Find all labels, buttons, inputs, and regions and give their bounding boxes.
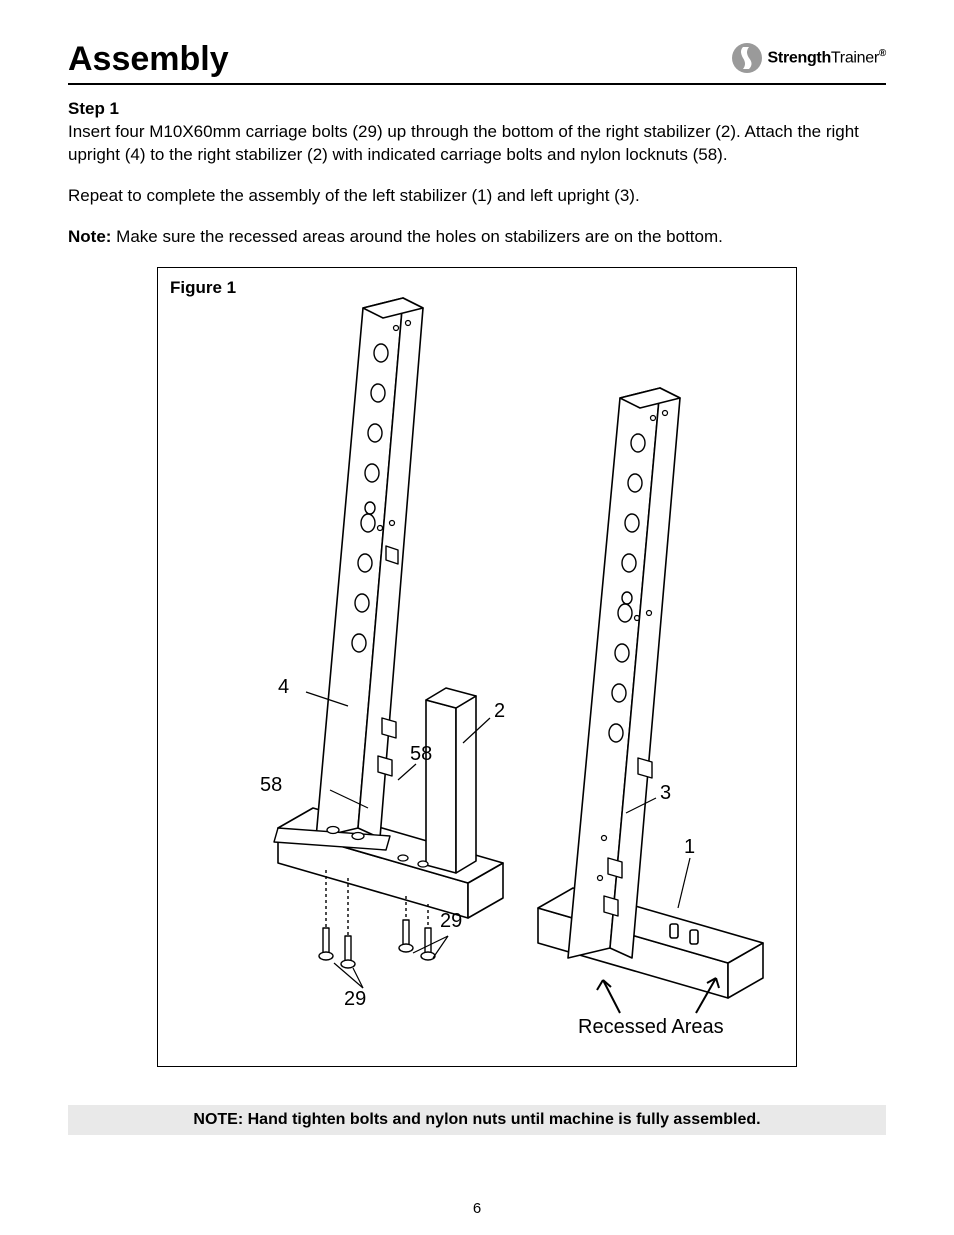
step-para-2: Repeat to complete the assembly of the l… (68, 185, 886, 208)
step-para-1: Insert four M10X60mm carriage bolts (29)… (68, 121, 886, 167)
callout-2: 2 (494, 700, 505, 723)
figure-container: Figure 1 (68, 267, 886, 1067)
callout-recessed: Recessed Areas (578, 1016, 724, 1039)
footer-note: NOTE: Hand tighten bolts and nylon nuts … (68, 1105, 886, 1135)
brand-logo: StrengthTrainer® (730, 41, 886, 79)
assembly-diagram (158, 268, 798, 1068)
callout-4: 4 (278, 676, 289, 699)
callout-1: 1 (684, 836, 695, 859)
page-header: Assembly StrengthTrainer® (68, 40, 886, 85)
figure-1: Figure 1 (157, 267, 797, 1067)
callout-58b: 58 (260, 774, 282, 797)
step-heading: Step 1 (68, 99, 886, 119)
callout-29a: 29 (440, 910, 462, 933)
callout-29b: 29 (344, 988, 366, 1011)
callout-58a: 58 (410, 743, 432, 766)
callout-3: 3 (660, 782, 671, 805)
page-title: Assembly (68, 40, 229, 79)
page-number: 6 (0, 1200, 954, 1217)
brand-name: StrengthTrainer® (768, 48, 886, 67)
step-note: Note: Make sure the recessed areas aroun… (68, 226, 886, 249)
logo-icon (730, 41, 764, 75)
